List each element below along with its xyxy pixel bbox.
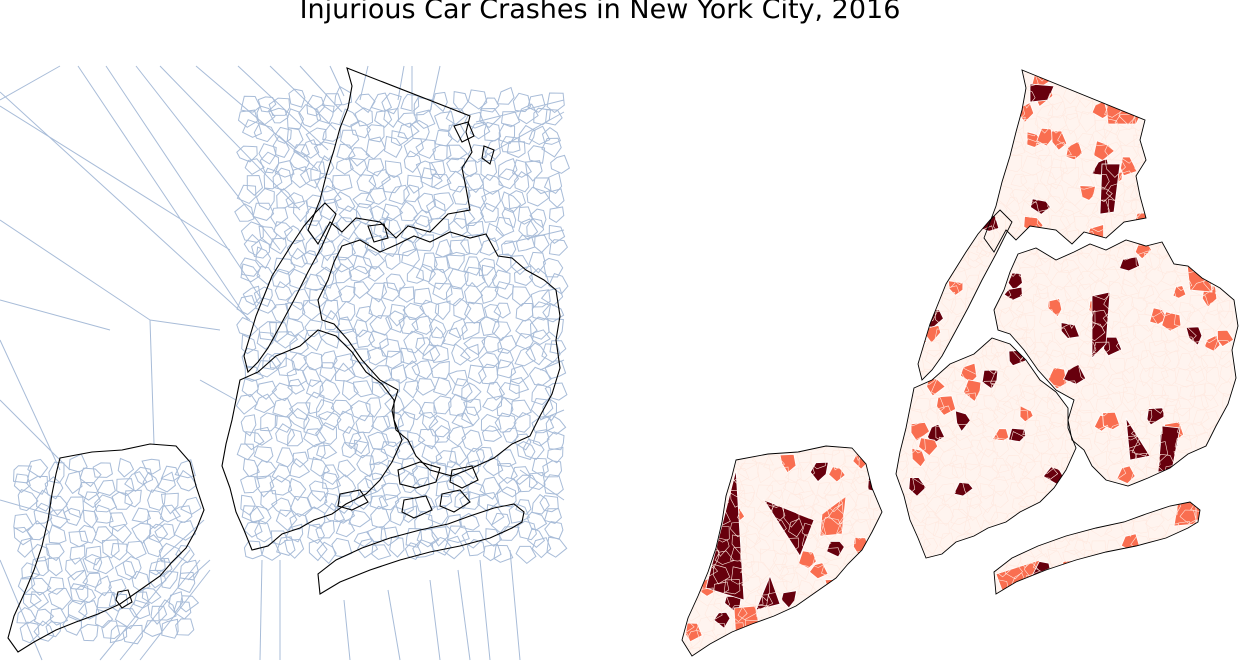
figure-title: Injurious Car Crashes in New York City, …	[299, 0, 901, 25]
rockaway-outline	[317, 503, 525, 595]
staten-island-outline	[7, 443, 205, 653]
borough-outlines-right	[681, 69, 1239, 657]
queens-outline	[317, 231, 561, 477]
brooklyn-outline-r	[895, 337, 1077, 559]
bronx-outline	[307, 67, 473, 246]
borough-outlines-left	[7, 67, 561, 653]
queens-outline-r	[993, 239, 1239, 487]
staten-island-outline-r	[681, 445, 883, 657]
rockaway-outline-r	[993, 501, 1201, 595]
bronx-outline-r	[983, 69, 1147, 253]
manhattan-outline	[243, 202, 337, 374]
voronoi-edges	[0, 65, 571, 661]
borough-fills-right	[682, 70, 1238, 656]
manhattan-outline-r	[917, 209, 1013, 381]
brooklyn-outline	[221, 329, 403, 551]
